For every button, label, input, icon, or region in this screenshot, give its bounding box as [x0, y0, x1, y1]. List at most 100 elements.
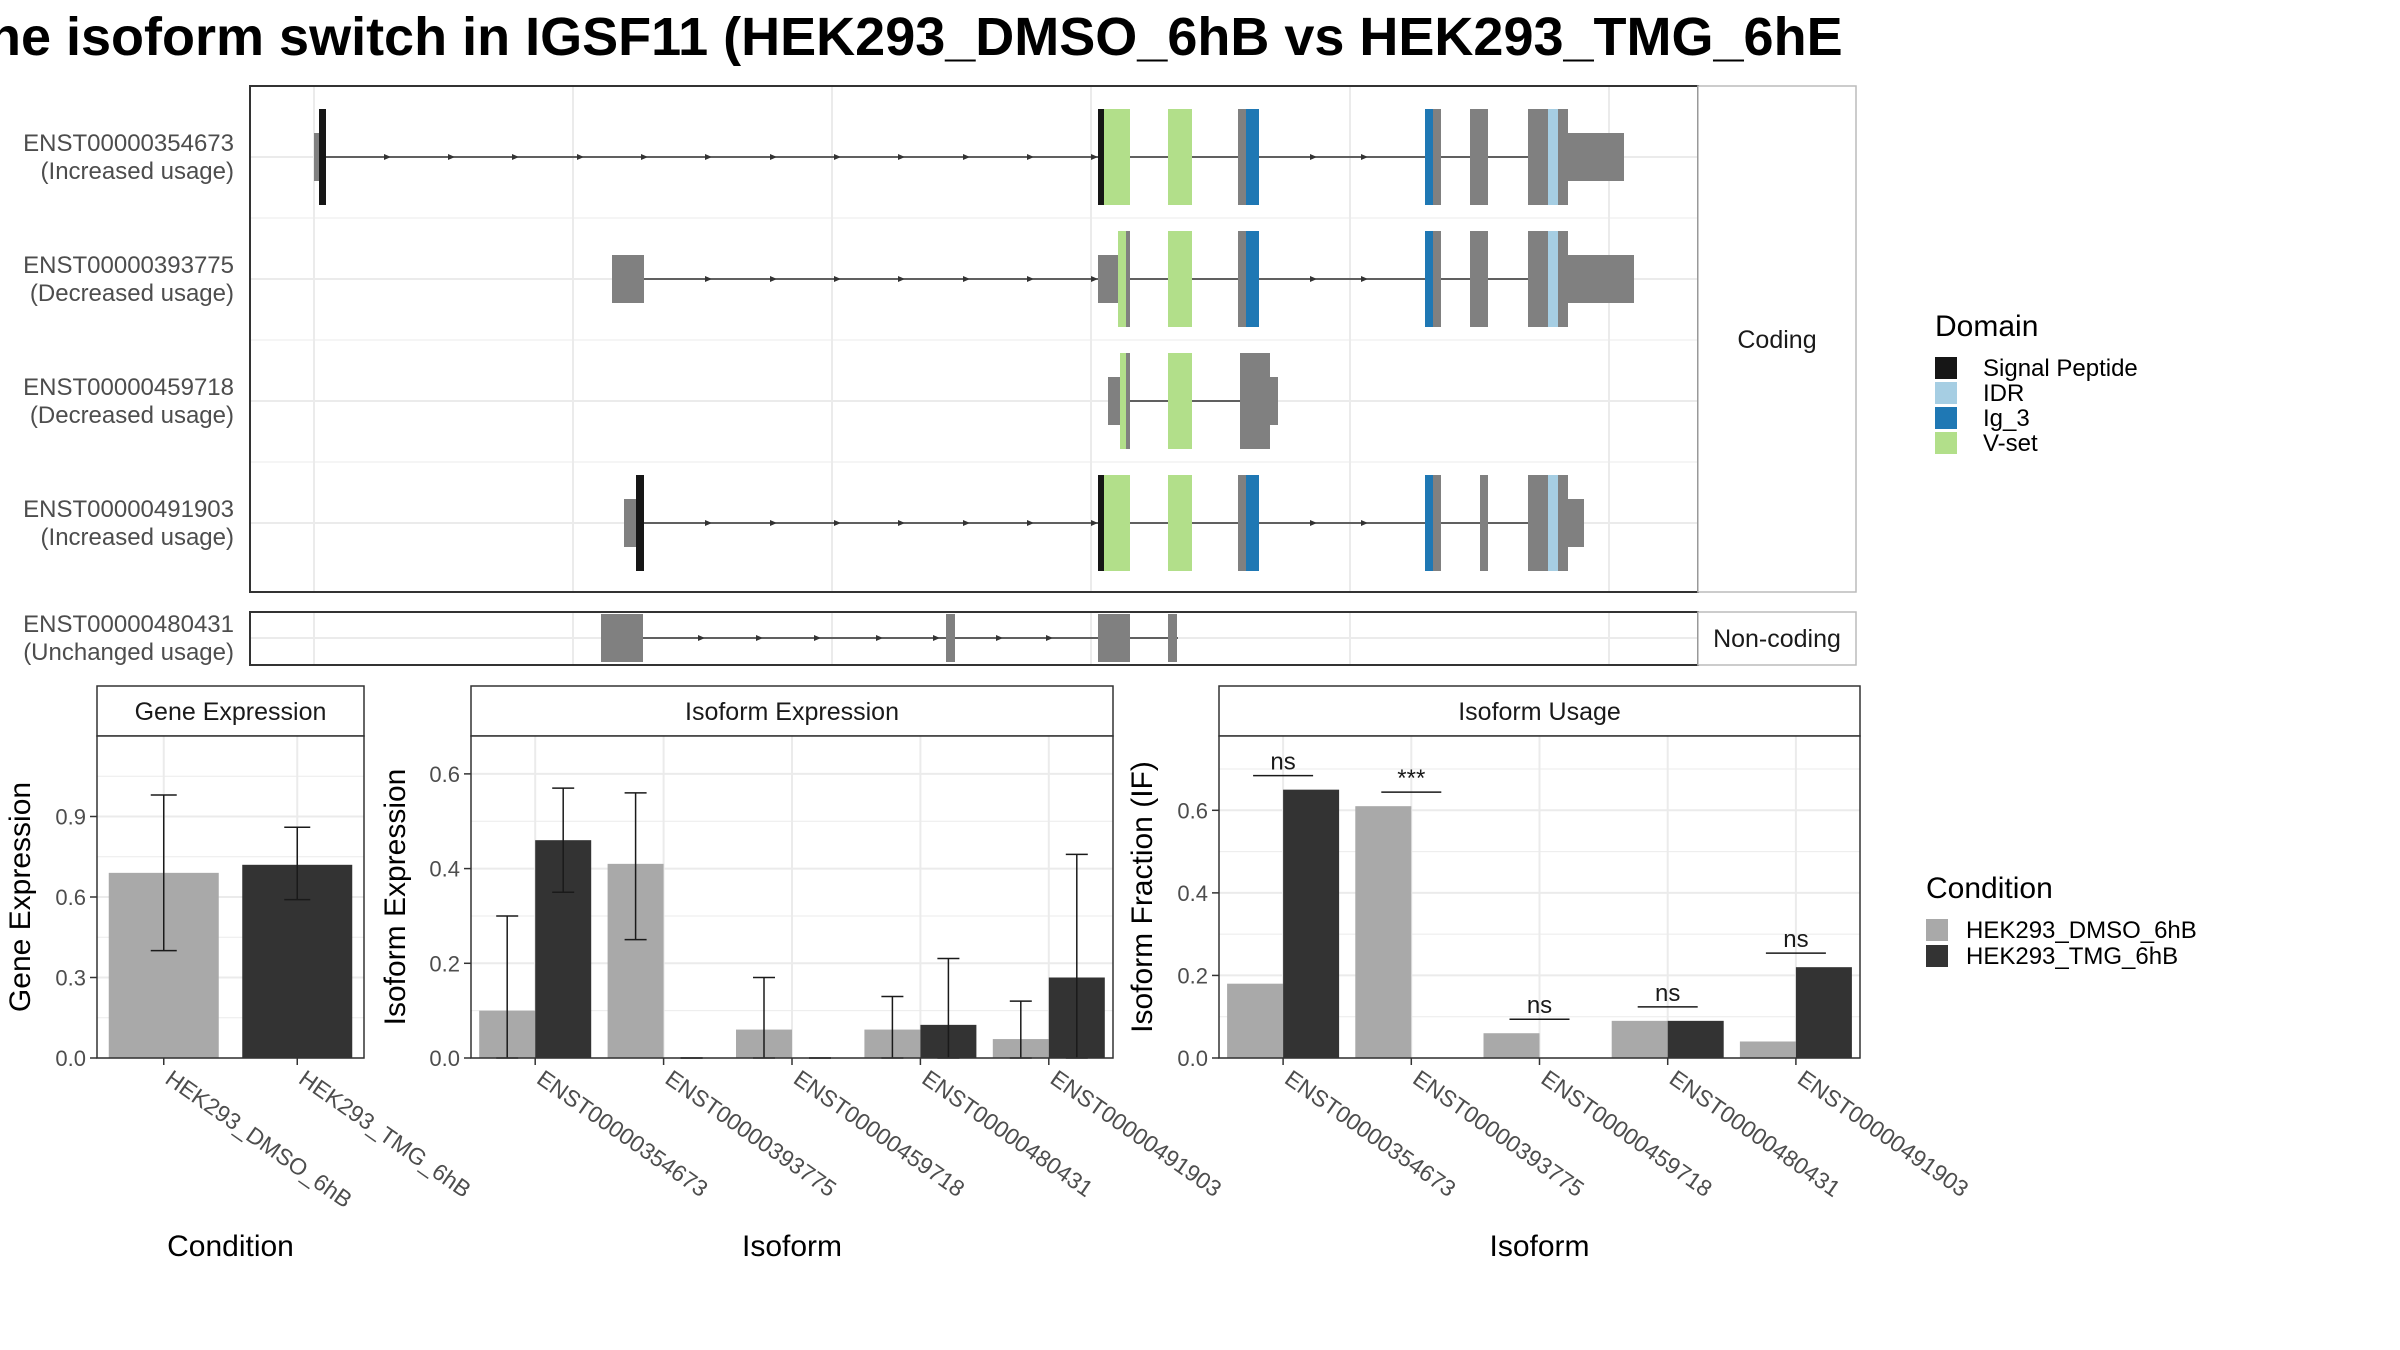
bar [1667, 1020, 1724, 1058]
transcript-id-label: ENST00000393775 [23, 252, 234, 279]
intron-direction-arrow [963, 520, 970, 526]
exon-block [1528, 475, 1548, 571]
intron-direction-arrow [1361, 154, 1368, 160]
domain-legend-label: IDR [1983, 380, 2024, 407]
intron-direction-arrow [898, 520, 905, 526]
exon-block [1238, 231, 1246, 327]
intron-direction-arrow [1310, 520, 1317, 526]
bar [1283, 789, 1340, 1058]
domain-legend-key [1935, 432, 1957, 454]
exon-block [601, 614, 643, 662]
intron-direction-arrow [1091, 154, 1098, 160]
intron-direction-arrow [448, 154, 455, 160]
transcript-usage-label: (Decreased usage) [30, 402, 234, 429]
intron-direction-arrow [1310, 154, 1317, 160]
v-set-domain [1120, 353, 1126, 449]
transcript-usage-label: (Increased usage) [41, 158, 234, 185]
intron-direction-arrow [996, 635, 1003, 641]
intron-direction-arrow [770, 276, 777, 282]
intron-direction-arrow [963, 154, 970, 160]
transcript-usage-label: (Increased usage) [41, 524, 234, 551]
intron-direction-arrow [1361, 520, 1368, 526]
domain-legend-key [1935, 382, 1957, 404]
signal-peptide-domain [1098, 475, 1104, 571]
condition-legend-title: Condition [1926, 872, 2053, 905]
transcript-usage-label: (Unchanged usage) [23, 639, 234, 666]
y-tick-label: 0.0 [429, 1046, 460, 1071]
intron-direction-arrow [641, 154, 648, 160]
intron-direction-arrow [1027, 520, 1034, 526]
exon-block [1238, 475, 1246, 571]
utr-block [1568, 133, 1624, 181]
transcript-id-label: ENST00000491903 [23, 496, 234, 523]
intron-direction-arrow [898, 154, 905, 160]
significance-label: ns [1783, 926, 1808, 953]
v-set-domain [1168, 231, 1192, 327]
exon-block [1433, 231, 1441, 327]
intron-direction-arrow [834, 154, 841, 160]
utr-block [1568, 255, 1634, 303]
exon-block [1238, 109, 1246, 205]
bar [1483, 1033, 1540, 1058]
y-axis-title: Isoform Fraction (IF) [1126, 761, 1159, 1033]
intron-direction-arrow [1027, 276, 1034, 282]
domain-legend-label: Ig_3 [1983, 405, 2030, 432]
idr-domain [1548, 231, 1558, 327]
intron-direction-arrow [1027, 154, 1034, 160]
panel-title-strip [96, 685, 365, 737]
coding-panel [249, 85, 1699, 593]
y-tick-label: 0.2 [429, 951, 460, 976]
noncoding-strip-label: Non-coding [1713, 625, 1841, 653]
noncoding-strip [1697, 611, 1857, 666]
ig3-domain [1425, 231, 1433, 327]
utr-block [1268, 377, 1278, 425]
idr-domain [1548, 475, 1558, 571]
panel-title: Isoform Usage [1458, 698, 1621, 726]
significance-label: *** [1397, 765, 1425, 792]
exon-block [1558, 231, 1568, 327]
intron-direction-arrow [698, 635, 705, 641]
condition-legend-key [1926, 919, 1948, 941]
utr-block [314, 133, 322, 181]
y-tick-label: 0.2 [1177, 963, 1208, 988]
exon-block [1098, 614, 1130, 662]
y-axis-title: Isoform Expression [379, 769, 412, 1026]
ig3-domain [1246, 109, 1259, 205]
exon-block [1433, 109, 1441, 205]
utr-block [624, 499, 636, 547]
intron-direction-arrow [834, 276, 841, 282]
domain-legend-title: Domain [1935, 310, 2038, 343]
ig3-domain [1246, 475, 1259, 571]
v-set-domain [1168, 109, 1192, 205]
v-set-domain [1104, 109, 1130, 205]
utr-block [1568, 499, 1584, 547]
significance-label: ns [1655, 980, 1680, 1007]
v-set-domain [1118, 231, 1126, 327]
panel-title-strip [470, 685, 1114, 737]
utr-block [1108, 377, 1120, 425]
bar [1355, 806, 1412, 1058]
y-tick-label: 0.0 [55, 1046, 86, 1071]
significance-label: ns [1270, 749, 1295, 776]
intron-direction-arrow [834, 520, 841, 526]
exon-block [1528, 109, 1548, 205]
y-tick-label: 0.6 [55, 885, 86, 910]
panel-title: Gene Expression [135, 698, 327, 726]
domain-legend-label: Signal Peptide [1983, 355, 2138, 382]
y-tick-label: 0.4 [429, 857, 460, 882]
coding-strip [1697, 85, 1857, 593]
significance-label: ns [1527, 992, 1552, 1019]
intron-direction-arrow [1046, 635, 1053, 641]
intron-direction-arrow [770, 154, 777, 160]
intron-direction-arrow [933, 635, 940, 641]
signal-peptide-domain [319, 109, 326, 205]
exon-block [946, 614, 955, 662]
exon-block [1126, 231, 1130, 327]
condition-legend-key [1926, 945, 1948, 967]
exon-block [1558, 475, 1568, 571]
title-container: he isoform switch in IGSF11 (HEK293_DMSO… [0, 0, 1880, 80]
exon-block [1470, 231, 1488, 327]
